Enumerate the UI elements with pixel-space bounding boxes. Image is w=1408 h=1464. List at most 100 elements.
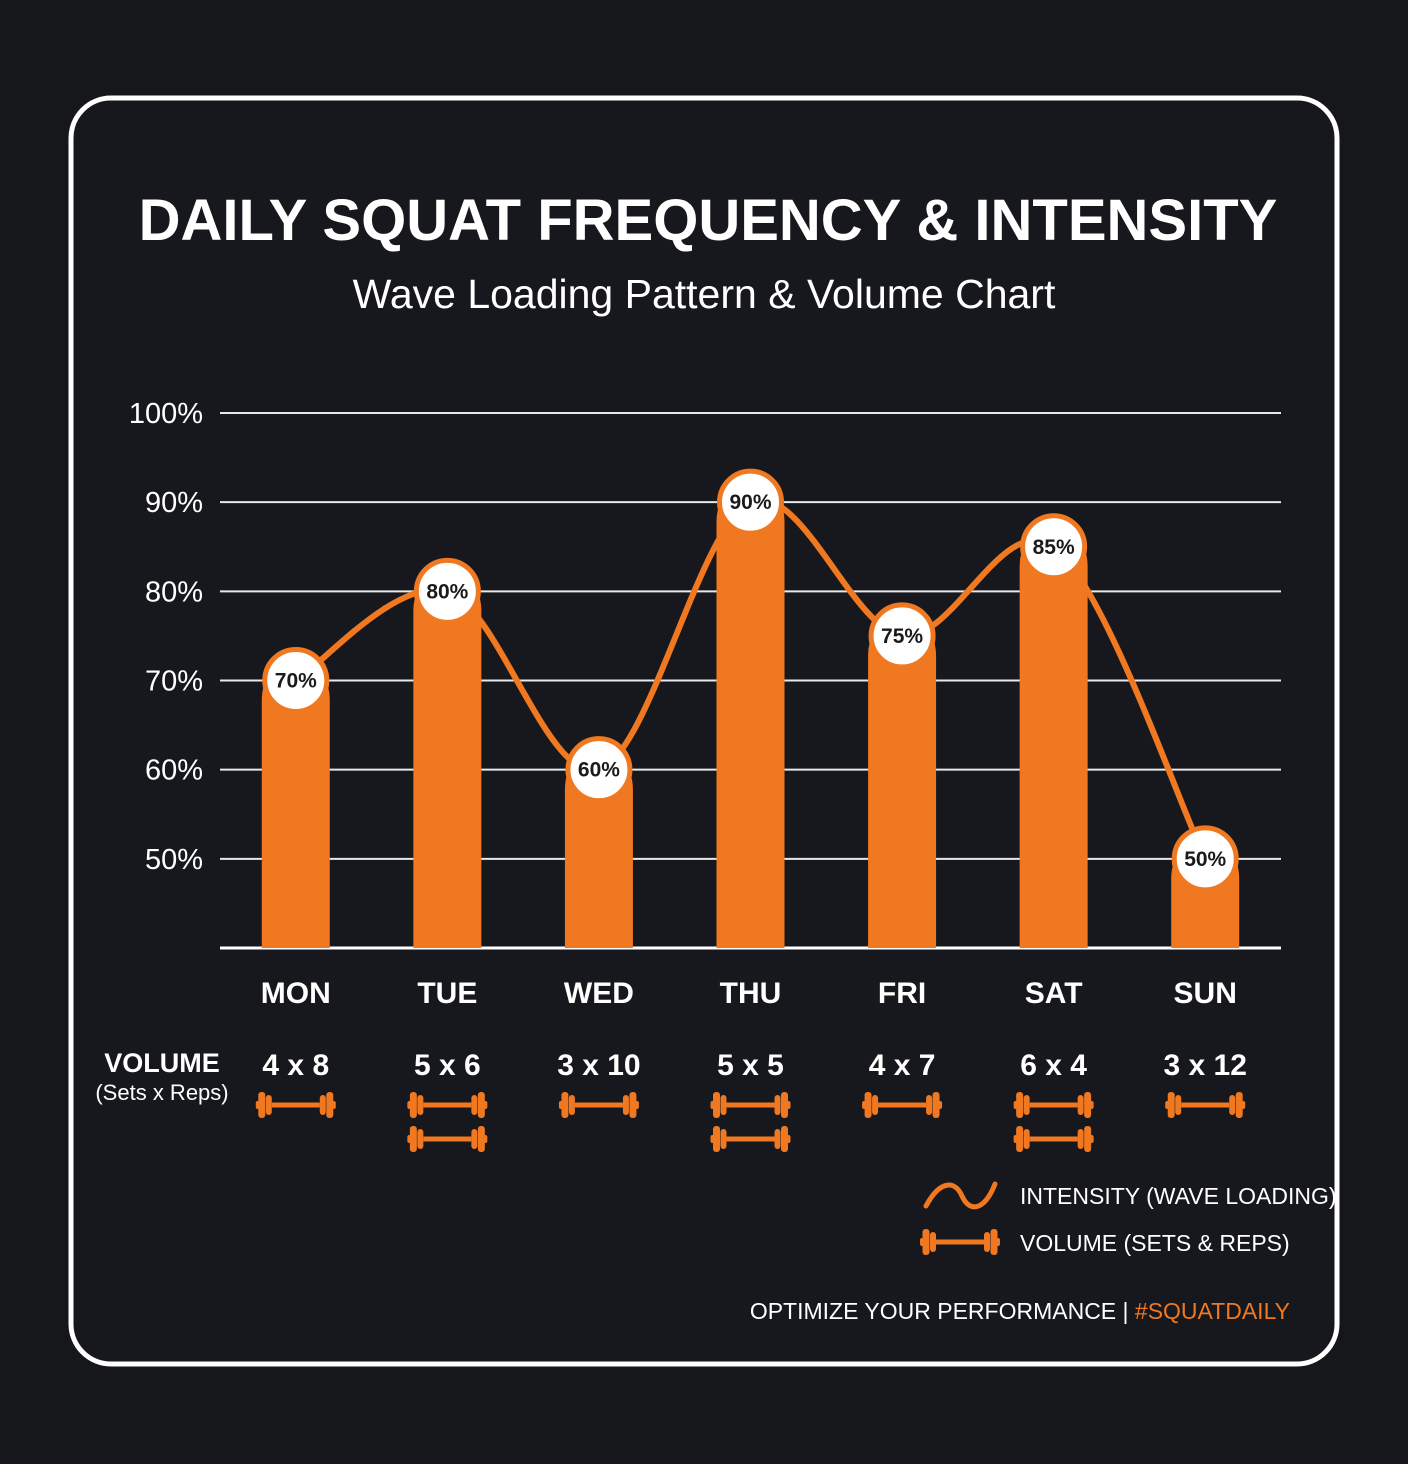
volume-value: 4 x 8 [262, 1049, 329, 1082]
dumbbell-bar [271, 1102, 320, 1108]
volume-value: 6 x 4 [1020, 1049, 1087, 1082]
dumbbell-end [331, 1101, 336, 1109]
dumbbell-plate [477, 1092, 485, 1118]
volume-label: VOLUME [104, 1048, 220, 1078]
dumbbell-icon [710, 1092, 791, 1118]
bar-tue [413, 577, 482, 948]
data-label: 75% [881, 625, 923, 648]
dumbbell-end [1241, 1101, 1246, 1109]
bar-sat [1019, 532, 1088, 948]
data-point [868, 602, 936, 670]
y-tick-label: 60% [145, 755, 203, 787]
dumbbell-bar [423, 1102, 472, 1108]
dumbbell-plate [471, 1129, 478, 1149]
dumbbell-plate [319, 1095, 326, 1115]
dumbbell-bar [1029, 1102, 1078, 1108]
dumbbell-end [938, 1101, 943, 1109]
dumbbell-end [996, 1238, 1000, 1246]
dumbbell-plate [774, 1129, 781, 1149]
legend-volume-label: VOLUME (SETS & REPS) [1020, 1230, 1290, 1256]
x-tick-label: SAT [1025, 977, 1083, 1010]
dumbbell-plate [1084, 1126, 1092, 1152]
dumbbell-bar [936, 1239, 984, 1245]
dumbbell-plate [864, 1092, 872, 1118]
dumbbell-end [407, 1101, 412, 1109]
dumbbell-plate [417, 1095, 424, 1115]
y-tick-label: 70% [145, 666, 203, 698]
dumbbell-plate [932, 1092, 940, 1118]
dumbbell-plate [1016, 1092, 1024, 1118]
data-point [262, 647, 330, 714]
dumbbell-icon [407, 1092, 488, 1118]
dumbbell-plate [1235, 1092, 1243, 1118]
bar-thu [716, 488, 785, 948]
dumbbell-bar [423, 1136, 472, 1142]
data-point [717, 468, 784, 536]
dumbbell-end [1165, 1101, 1170, 1109]
dumbbell-plate [1016, 1126, 1024, 1152]
legend-intensity-label: INTENSITY (WAVE LOADING) [1020, 1183, 1337, 1209]
dumbbell-plate [990, 1229, 998, 1255]
dumbbell-end [483, 1135, 488, 1143]
dumbbell-plate [409, 1126, 417, 1152]
dumbbell-plate [477, 1126, 485, 1152]
dumbbell-plate [417, 1129, 424, 1149]
dumbbell-icon [1013, 1092, 1094, 1118]
dumbbell-end [1013, 1135, 1018, 1143]
y-tick-label: 100% [129, 398, 203, 430]
dumbbell-plate [781, 1126, 788, 1152]
dumbbell-plate [409, 1092, 417, 1118]
dumbbell-icon [558, 1092, 639, 1118]
chart-title: DAILY SQUAT FREQUENCY & INTENSITY [139, 188, 1278, 253]
dumbbell-plate [1167, 1092, 1175, 1118]
x-tick-label: FRI [878, 977, 926, 1010]
card [68, 95, 1340, 1367]
wave-icon [923, 1181, 998, 1210]
dumbbell-icon [920, 1229, 1000, 1255]
dumbbell-plate [720, 1095, 727, 1115]
dumbbell-bar [1029, 1136, 1078, 1142]
volume-value: 3 x 12 [1164, 1049, 1247, 1082]
dumbbell-end [862, 1101, 867, 1109]
dumbbell-plate [774, 1095, 781, 1115]
footer-hashtag: #SQUATDAILY [1135, 1298, 1290, 1324]
dumbbell-plate [1084, 1092, 1092, 1118]
dumbbell-plate [713, 1092, 720, 1118]
dumbbell-plate [872, 1095, 879, 1115]
dumbbell-end [634, 1101, 639, 1109]
x-tick-label: TUE [417, 977, 477, 1010]
dumbbell-bar [726, 1102, 775, 1108]
dumbbell-end [710, 1135, 715, 1143]
dumbbell-end [407, 1135, 412, 1143]
data-label: 70% [275, 670, 317, 693]
dumbbell-plate [922, 1229, 930, 1255]
y-tick-label: 80% [145, 576, 203, 608]
x-tick-label: THU [720, 977, 782, 1010]
dumbbell-plate [984, 1232, 990, 1252]
volume-value: 5 x 6 [414, 1049, 481, 1082]
bar-mon [261, 666, 330, 948]
legend: INTENSITY (WAVE LOADING) VOLUME (SETS & … [920, 1181, 1337, 1256]
dumbbell-plate [561, 1092, 569, 1118]
dumbbell-end [786, 1101, 791, 1109]
dumbbell-end [920, 1238, 924, 1246]
dumbbell-plate [1023, 1129, 1030, 1149]
dumbbell-end [1089, 1101, 1094, 1109]
dumbbell-plate [258, 1092, 266, 1118]
footer-text: OPTIMIZE YOUR PERFORMANCE | [750, 1298, 1135, 1324]
dumbbell-bar [574, 1102, 623, 1108]
footer: OPTIMIZE YOUR PERFORMANCE | #SQUATDAILY [750, 1298, 1290, 1324]
dumbbell-plate [926, 1095, 933, 1115]
dumbbell-bar [726, 1136, 775, 1142]
dumbbell-end [255, 1101, 260, 1109]
x-tick-label: SUN [1174, 977, 1237, 1010]
dumbbell-plate [629, 1092, 637, 1118]
data-label: 50% [1184, 848, 1226, 871]
dumbbell-icon [407, 1126, 488, 1152]
dumbbell-plate [930, 1232, 936, 1252]
dumbbell-end [483, 1101, 488, 1109]
volume-sublabel: (Sets x Reps) [95, 1080, 228, 1105]
x-tick-label: WED [564, 977, 634, 1010]
y-tick-label: 90% [145, 487, 203, 519]
